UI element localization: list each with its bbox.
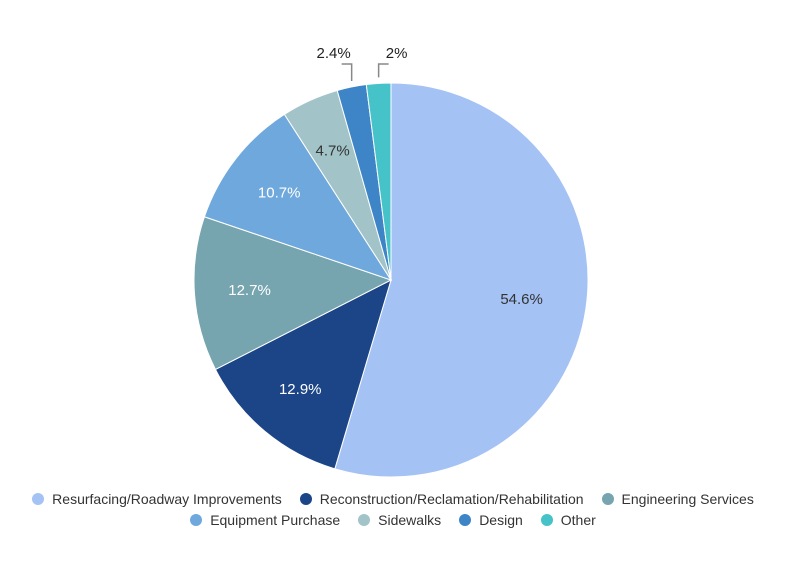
slice-label-equipment-purchase: 10.7% (258, 185, 301, 202)
legend-swatch-other (540, 514, 553, 526)
legend-label-design: Design (479, 512, 523, 528)
legend-item-equipment[interactable]: Equipment Purchase (190, 512, 340, 528)
legend-item-sidewalks[interactable]: Sidewalks (358, 512, 441, 528)
leader-line-other (377, 63, 389, 78)
pie-slice-other[interactable] (365, 82, 392, 281)
pie-slice-reconstruction-reclamation-rehabilitation[interactable] (214, 279, 392, 470)
legend-item-other[interactable]: Other (540, 512, 596, 528)
pie-slice-equipment-purchase[interactable] (203, 113, 393, 281)
pie-slice-resurfacing-roadway-improvements[interactable] (334, 82, 589, 478)
slice-label-resurfacing-roadway-improvements: 54.6% (500, 291, 543, 308)
legend-label-equipment: Equipment Purchase (210, 512, 341, 528)
legend-swatch-equipment (190, 514, 203, 526)
legend-item-design[interactable]: Design (459, 512, 523, 528)
legend-label-reconstruction: Reconstruction/Reclamation/Rehabilitatio… (319, 491, 584, 507)
slice-label-reconstruction-reclamation-rehabilitation: 12.9% (279, 381, 322, 398)
leader-line-design (341, 63, 353, 81)
pie-slice-engineering-services[interactable] (193, 216, 393, 371)
legend-swatch-reconstruction (299, 493, 312, 505)
slice-label-sidewalks: 4.7% (316, 143, 350, 160)
slice-label-engineering-services: 12.7% (228, 282, 271, 299)
pie-chart-svg: 54.6% 12.9% 12.7% 10.7% 4.7% 2.4% 2% (193, 45, 589, 478)
legend-label-resurfacing: Resurfacing/Roadway Improvements (52, 491, 282, 507)
legend-swatch-sidewalks (358, 514, 371, 526)
slice-label-design: 2.4% (317, 45, 351, 62)
legend-label-sidewalks: Sidewalks (378, 512, 442, 528)
legend-item-engineering[interactable]: Engineering Services (601, 491, 754, 507)
legend-label-other: Other (560, 512, 596, 528)
legend-label-engineering: Engineering Services (621, 491, 754, 507)
legend-item-reconstruction[interactable]: Reconstruction/Reclamation/Rehabilitatio… (299, 491, 584, 507)
legend-item-resurfacing[interactable]: Resurfacing/Roadway Improvements (32, 491, 282, 507)
slice-label-other: 2% (386, 45, 408, 62)
legend-row-1: Resurfacing/Roadway Improvements Reconst… (0, 491, 786, 507)
legend-swatch-resurfacing (32, 493, 45, 505)
legend-swatch-engineering (601, 493, 614, 505)
legend-swatch-design (459, 514, 472, 526)
legend-row-2: Equipment Purchase Sidewalks Design Othe… (0, 512, 786, 528)
